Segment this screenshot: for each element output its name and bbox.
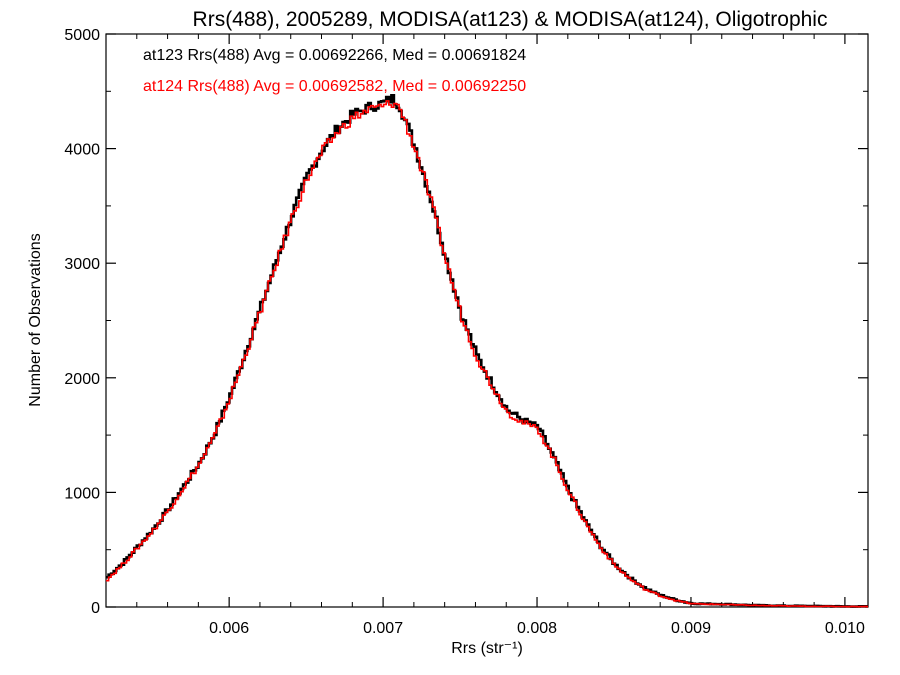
annotation-at123: at123 Rrs(488) Avg = 0.00692266, Med = 0… bbox=[143, 47, 526, 64]
y-tick-label: 4000 bbox=[64, 142, 100, 159]
series-layer bbox=[106, 94, 869, 608]
x-tick-label: 0.008 bbox=[517, 620, 557, 637]
annotation-at124: at124 Rrs(488) Avg = 0.00692582, Med = 0… bbox=[143, 78, 526, 95]
x-axis-title: Rrs (str⁻¹) bbox=[451, 640, 523, 657]
plot-frame bbox=[105, 33, 869, 608]
x-tick-label: 0.006 bbox=[209, 620, 249, 637]
x-tick-label: 0.010 bbox=[825, 620, 865, 637]
axis-ticks: 0.006 0.007 0.008 0.009 0.010 0 1000 2000 3000 40… bbox=[64, 27, 868, 637]
series-line-at124 bbox=[106, 100, 868, 608]
y-tick-label: 1000 bbox=[64, 485, 100, 502]
chart-title: Rrs(488), 2005289, MODISA(at123) & MODIS… bbox=[193, 8, 828, 31]
y-axis-title: Number of Observations bbox=[27, 233, 44, 406]
x-tick-label: 0.009 bbox=[671, 620, 711, 637]
series-line-at123 bbox=[106, 94, 869, 608]
y-tick-label: 2000 bbox=[64, 371, 100, 388]
y-tick-label: 3000 bbox=[64, 256, 100, 273]
y-tick-label: 5000 bbox=[64, 27, 100, 44]
x-tick-label: 0.007 bbox=[363, 620, 403, 637]
y-tick-label: 0 bbox=[91, 600, 100, 617]
